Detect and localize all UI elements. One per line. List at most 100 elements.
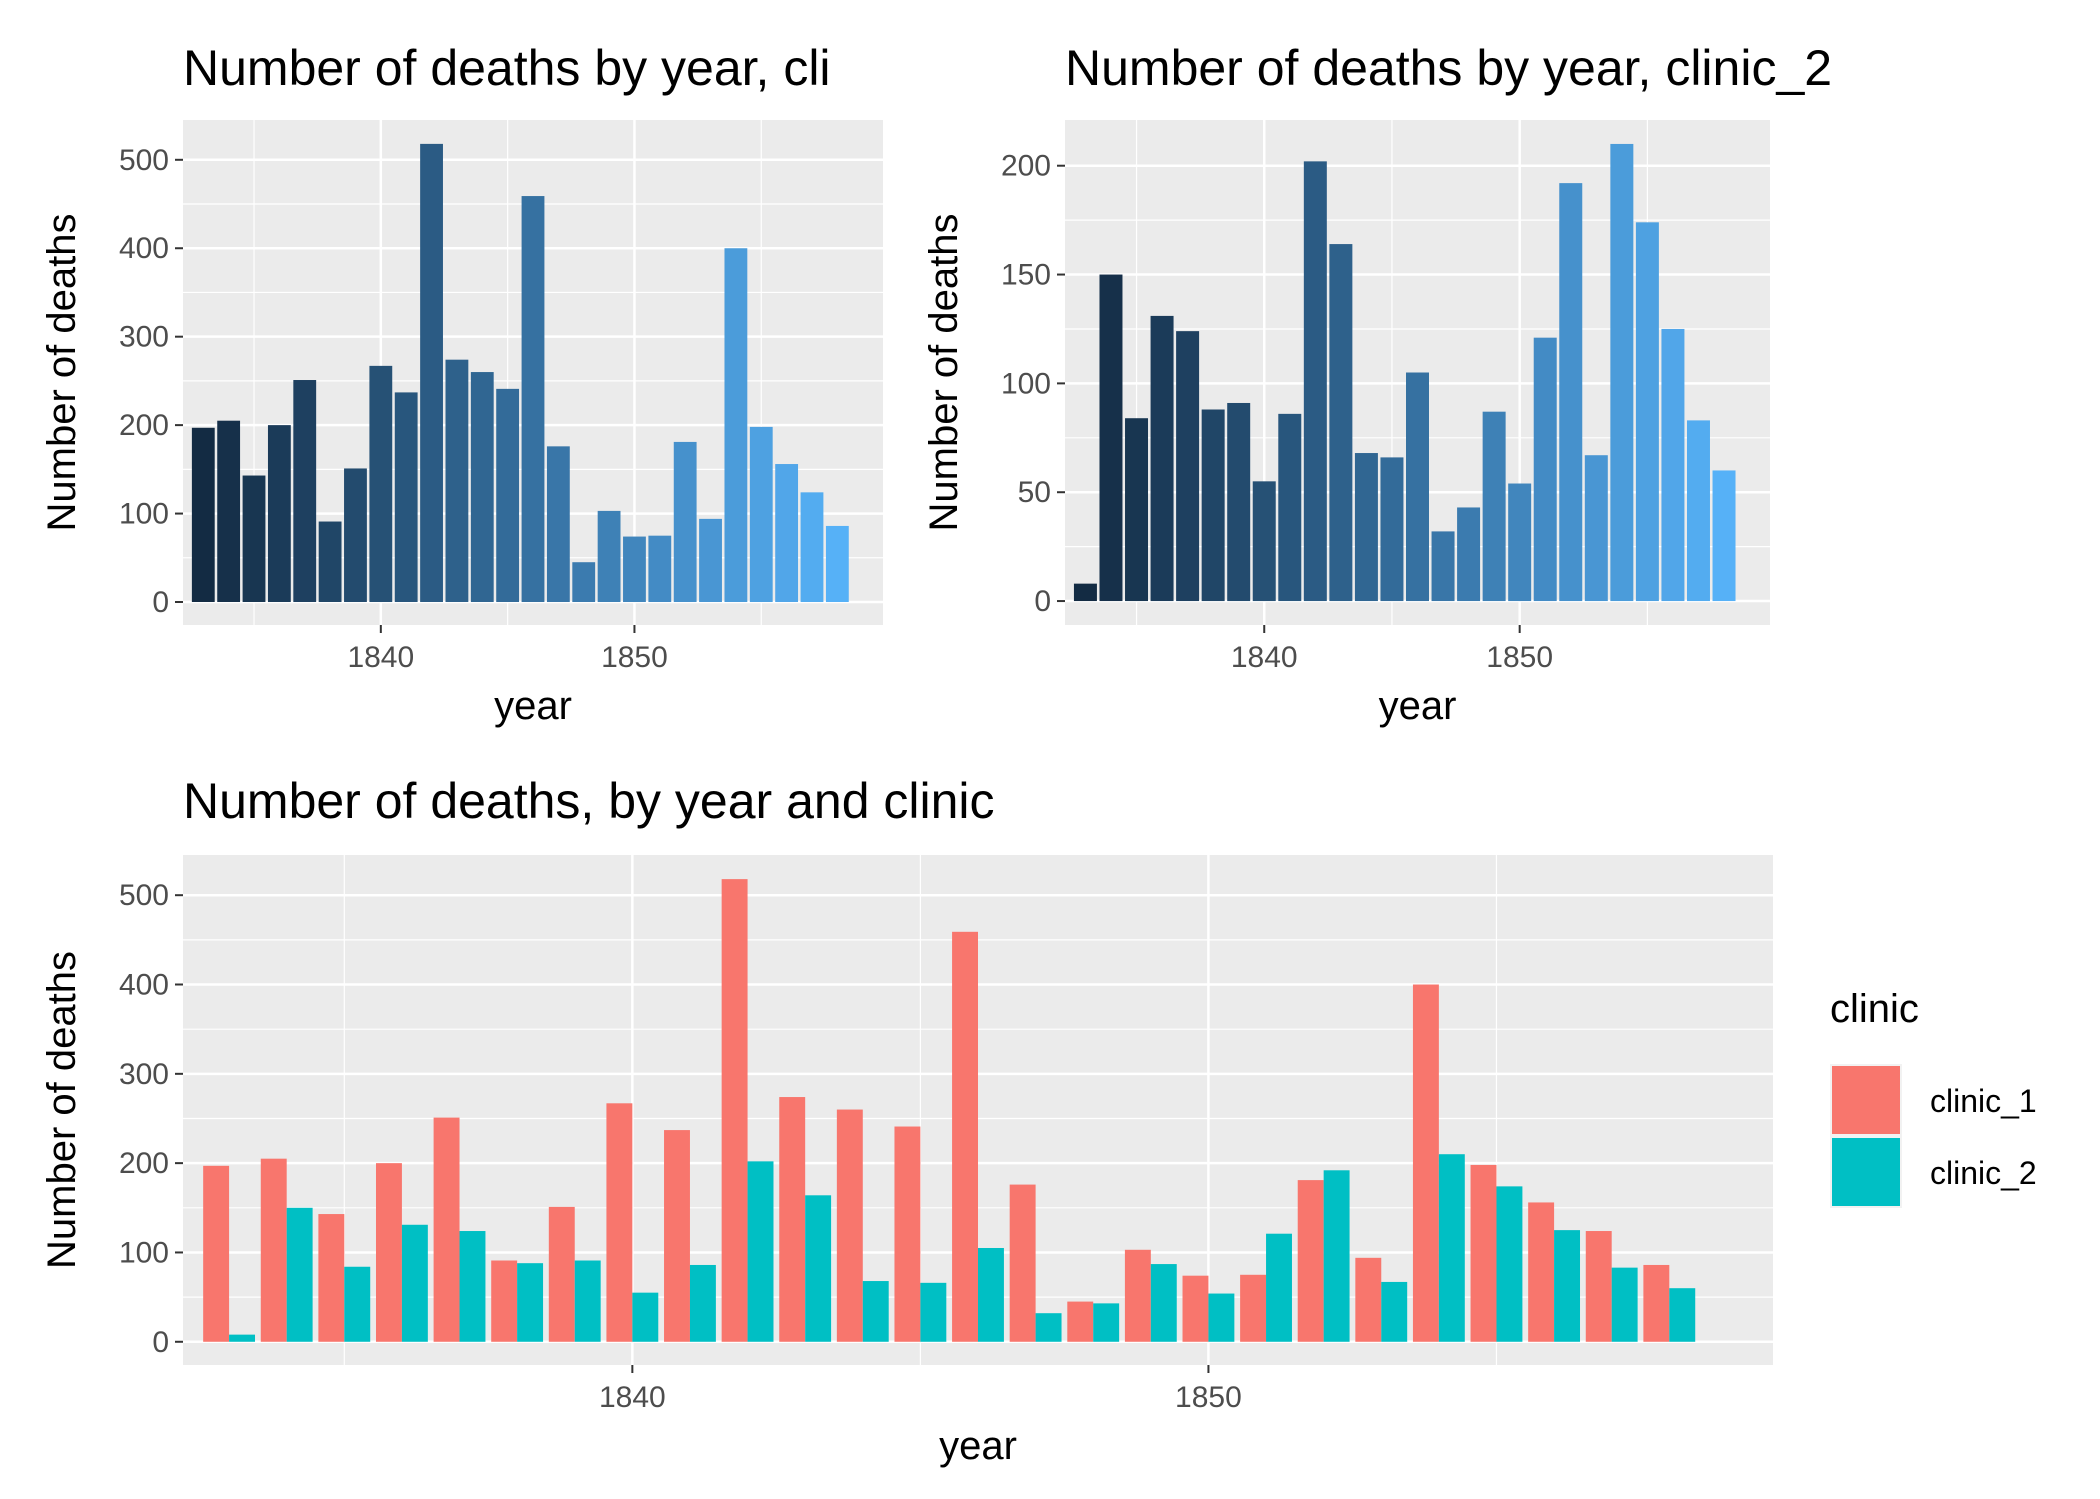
bar-1840 [369,365,393,603]
bar-clinic_1-1858 [1643,1264,1670,1342]
bar-clinic_1-1839 [548,1206,575,1342]
y-tick-label: 300 [119,1058,169,1091]
bar-1843 [445,359,469,603]
chart-clinic_1: Number of deaths by year, cli 0 100 200 300 4… [40,40,883,728]
bar-clinic_2-1836 [401,1224,428,1342]
y-axis-title: Number of deaths [40,214,84,532]
bar-1840 [1252,481,1276,602]
bar-1855 [749,426,773,603]
bar-1833 [1073,583,1097,602]
bar-1842 [420,143,443,603]
bar-clinic_1-1857 [1585,1231,1612,1342]
legend-label-clinic_1: clinic_1 [1930,1083,2037,1119]
bar-clinic_2-1852 [1323,1170,1350,1342]
bar-clinic_2-1856 [1554,1230,1581,1342]
bar-1847 [1431,531,1455,602]
y-tick-label: 200 [119,1147,169,1180]
legend-title: clinic [1830,987,1919,1031]
bar-1856 [1661,328,1685,602]
chart-title: Number of deaths, by year and clinic [183,773,995,829]
bar-1841 [1278,413,1302,602]
bar-clinic_2-1847 [1035,1313,1062,1342]
bar-1849 [597,510,621,603]
bar-clinic_2-1839 [574,1260,601,1342]
bar-clinic_2-1837 [459,1231,486,1342]
y-tick-label: 150 [1001,259,1051,292]
bar-clinic_1-1834 [260,1158,287,1342]
y-tick-label: 500 [119,144,169,177]
bar-clinic_1-1843 [779,1097,806,1342]
y-axis-title: Number of deaths [922,214,966,532]
bar-clinic_1-1836 [375,1163,402,1342]
bar-clinic_1-1844 [836,1109,863,1342]
bar-1839 [344,468,367,603]
y-tick-label: 0 [1034,585,1051,618]
bar-1854 [1610,143,1634,602]
y-tick-label: 50 [1018,476,1051,509]
bar-clinic_1-1855 [1470,1164,1497,1342]
bar-clinic_1-1851 [1240,1274,1267,1342]
bar-1850 [1508,483,1532,602]
bar-1845 [1380,457,1404,602]
chart-title: Number of deaths by year, cli [183,40,831,96]
bar-clinic_2-1841 [689,1264,716,1342]
bar-clinic_2-1858 [1669,1288,1696,1342]
bar-1848 [1457,507,1481,602]
bar-1858 [825,525,849,603]
bar-1851 [1533,337,1557,602]
y-tick-label: 100 [119,498,169,531]
bar-1849 [1482,411,1506,602]
bar-clinic_2-1834 [286,1207,313,1342]
chart-combined: Number of deaths, by year and clinic 0 100… [40,773,2037,1468]
bar-1851 [648,535,672,603]
bar-clinic_1-1847 [1009,1184,1036,1342]
bar-clinic_2-1833 [229,1334,256,1342]
bar-1837 [1176,331,1200,602]
legend-swatch-clinic_1 [1832,1066,1900,1134]
bar-clinic_2-1844 [862,1281,889,1342]
bar-clinic_2-1848 [1093,1303,1120,1342]
bar-1843 [1329,244,1353,602]
bar-1846 [1406,372,1429,602]
bar-1834 [1099,274,1123,602]
bar-1844 [1354,453,1378,602]
y-tick-label: 100 [119,1236,169,1269]
bar-clinic_2-1835 [344,1266,371,1342]
bar-clinic_1-1838 [491,1260,518,1342]
bar-clinic_1-1854 [1412,984,1439,1342]
legend-label-clinic_2: clinic_2 [1930,1155,2037,1191]
y-tick-label: 500 [119,879,169,912]
bar-clinic_2-1857 [1611,1267,1638,1342]
bar-1836 [267,425,291,603]
y-tick-label: 200 [119,409,169,442]
bar-clinic_2-1853 [1381,1281,1408,1342]
bar-1838 [1201,409,1225,602]
bar-clinic_1-1852 [1297,1180,1324,1342]
x-axis-title: year [1379,684,1457,728]
bar-1854 [724,248,748,603]
bar-1846 [521,196,545,603]
x-tick-label: 1840 [347,641,414,674]
bar-clinic_1-1848 [1067,1301,1094,1342]
bar-1837 [293,380,317,603]
y-tick-label: 400 [119,232,169,265]
bar-clinic_1-1849 [1124,1249,1151,1342]
x-tick-label: 1850 [1486,641,1553,674]
bar-1842 [1303,161,1327,602]
bar-1850 [623,536,646,603]
y-axis-title: Number of deaths [40,951,84,1269]
legend-swatch-clinic_2 [1832,1138,1900,1206]
bar-clinic_1-1841 [664,1130,690,1342]
bar-clinic_1-1845 [894,1126,921,1342]
bar-clinic_1-1837 [433,1117,460,1342]
y-tick-label: 300 [119,321,169,354]
bar-1852 [1559,183,1583,602]
bar-1845 [496,388,520,603]
chart-title: Number of deaths by year, clinic_2 [1065,40,1832,96]
bar-clinic_2-1843 [805,1195,832,1342]
bar-clinic_2-1840 [632,1292,659,1342]
bar-1853 [1584,455,1608,602]
bar-1835 [1125,418,1149,602]
bar-1835 [242,475,266,603]
